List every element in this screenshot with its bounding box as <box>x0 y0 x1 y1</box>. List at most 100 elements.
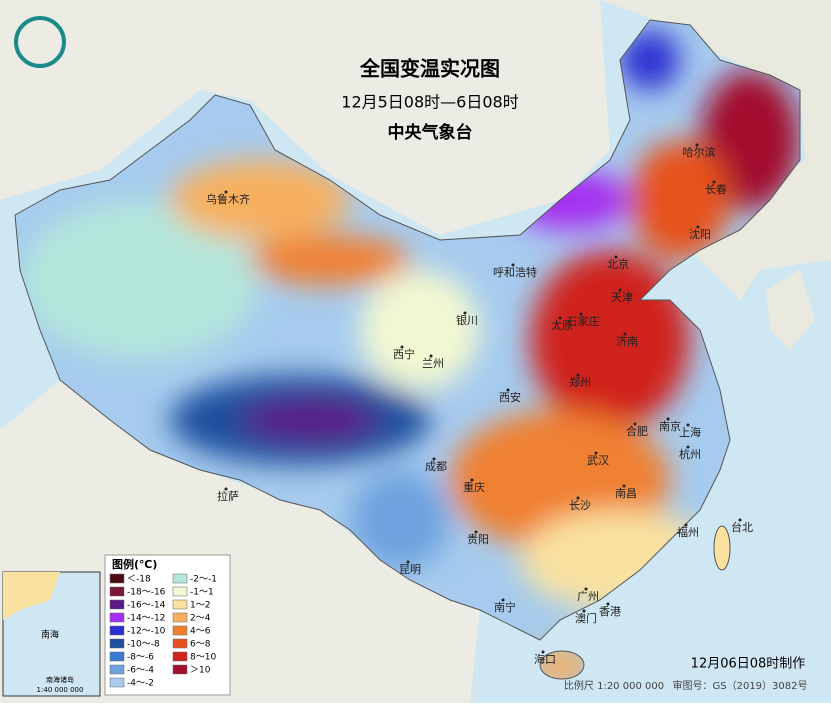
city-dot <box>594 451 598 455</box>
legend-label: 8～10 <box>190 653 216 663</box>
city-label: 沈阳 <box>689 227 711 241</box>
legend-label: -18～-16 <box>127 588 166 598</box>
neighbor-land <box>766 270 815 350</box>
city-label: 呼和浩特 <box>493 265 537 279</box>
field-blobs <box>20 30 800 679</box>
legend-swatch <box>109 625 125 636</box>
city-label: 昆明 <box>399 563 421 576</box>
city-dot <box>432 457 436 461</box>
city-dot <box>695 143 699 147</box>
city-dot <box>406 560 410 564</box>
legend-swatch <box>109 638 125 649</box>
city-dot <box>606 602 610 606</box>
city-dot <box>686 423 690 427</box>
city-dot <box>686 445 690 449</box>
legend-swatch <box>172 573 188 584</box>
city-label: 郑州 <box>569 375 591 389</box>
city-dot <box>470 478 474 482</box>
legend-label: -16～-14 <box>127 601 166 611</box>
legend: 图例(℃) ＜-18 -18～-16 -16～-14 -14～-12 -12～-10 -1… <box>104 554 231 696</box>
subtitle: 12月5日08时—6日08时 <box>341 93 518 112</box>
city-label: 南昌 <box>615 487 637 500</box>
inset-sea: 南海 <box>41 629 59 641</box>
city-label: 乌鲁木齐 <box>206 192 250 206</box>
city-dot <box>429 354 433 358</box>
city-dot <box>501 598 505 602</box>
city-label: 广州 <box>577 590 599 603</box>
city-dot <box>579 312 583 316</box>
scale: 比例尺 1:20 000 000 <box>564 679 664 692</box>
city-dot <box>622 484 626 488</box>
legend-label: -12～-10 <box>127 627 166 637</box>
city-dot <box>582 609 586 613</box>
legend-swatch <box>172 599 188 610</box>
city-label: 西安 <box>499 390 521 404</box>
inset-islands: 南海诸岛 <box>46 675 74 684</box>
city-dot <box>614 255 618 259</box>
legend-swatch <box>172 651 188 662</box>
city-dot <box>400 345 404 349</box>
city-label: 兰州 <box>422 357 444 370</box>
city-dot <box>712 180 716 184</box>
logo <box>14 16 66 68</box>
legend-swatch <box>109 586 125 597</box>
city-label: 海口 <box>534 652 556 666</box>
city-dot <box>623 332 627 336</box>
legend-label: 1～2 <box>190 601 210 611</box>
city-dot <box>224 190 228 194</box>
city-label: 重庆 <box>463 480 485 494</box>
city-label: 长沙 <box>569 499 591 512</box>
legend-label: -8～-6 <box>127 653 154 663</box>
city-label: 太原 <box>551 319 573 332</box>
inset-land <box>3 572 60 620</box>
made-time: 12月06日08时制作 <box>691 657 806 672</box>
city-label: 上海 <box>679 425 701 439</box>
city-dot <box>576 373 580 377</box>
city-dot <box>696 225 700 229</box>
legend-frame <box>104 554 231 696</box>
city-label: 石家庄 <box>567 314 600 328</box>
agency: 中央气象台 <box>388 122 473 143</box>
legend-swatch <box>172 664 188 675</box>
city-label: 澳门 <box>575 611 597 625</box>
city-label: 福州 <box>677 525 699 539</box>
blob <box>20 200 260 360</box>
neighbor-land <box>0 0 610 235</box>
city-label: 杭州 <box>679 447 701 461</box>
legend-label: -6～-4 <box>127 666 154 676</box>
blob <box>240 398 380 442</box>
legend-label: -10～-8 <box>127 640 160 650</box>
neighbor-land <box>600 0 831 300</box>
legend-swatch <box>109 612 125 623</box>
legend-label: -4～-2 <box>127 679 154 689</box>
inset: 南海 南海诸岛 1:40 000 000 <box>2 571 101 697</box>
blob <box>350 470 450 570</box>
city-label: 武汉 <box>587 454 609 467</box>
inset-scale: 1:40 000 000 <box>37 686 84 694</box>
city-dot <box>506 388 510 392</box>
blob <box>620 30 680 90</box>
legend-title: 图例(℃) <box>112 557 157 571</box>
city-label: 银川 <box>456 313 478 327</box>
city-label: 香港 <box>599 605 621 618</box>
title: 全国变温实况图 <box>359 57 500 81</box>
legend-swatch <box>109 599 125 610</box>
city-label: 哈尔滨 <box>683 145 716 159</box>
city-dot <box>666 417 670 421</box>
city-dot <box>738 518 742 522</box>
blob <box>250 235 410 285</box>
city-label: 北京 <box>607 257 629 271</box>
city-dot <box>541 650 545 654</box>
city-label: 合肥 <box>626 424 648 438</box>
legend-label: ＜-18 <box>127 575 151 585</box>
city-dot <box>584 587 588 591</box>
legend-label: 4～6 <box>190 627 211 637</box>
legend-swatch <box>172 586 188 597</box>
city-dot <box>511 263 515 267</box>
city-label: 西宁 <box>393 347 415 361</box>
legend-swatch <box>109 664 125 675</box>
legend-label: 2～4 <box>190 614 211 624</box>
city-dot <box>224 487 228 491</box>
